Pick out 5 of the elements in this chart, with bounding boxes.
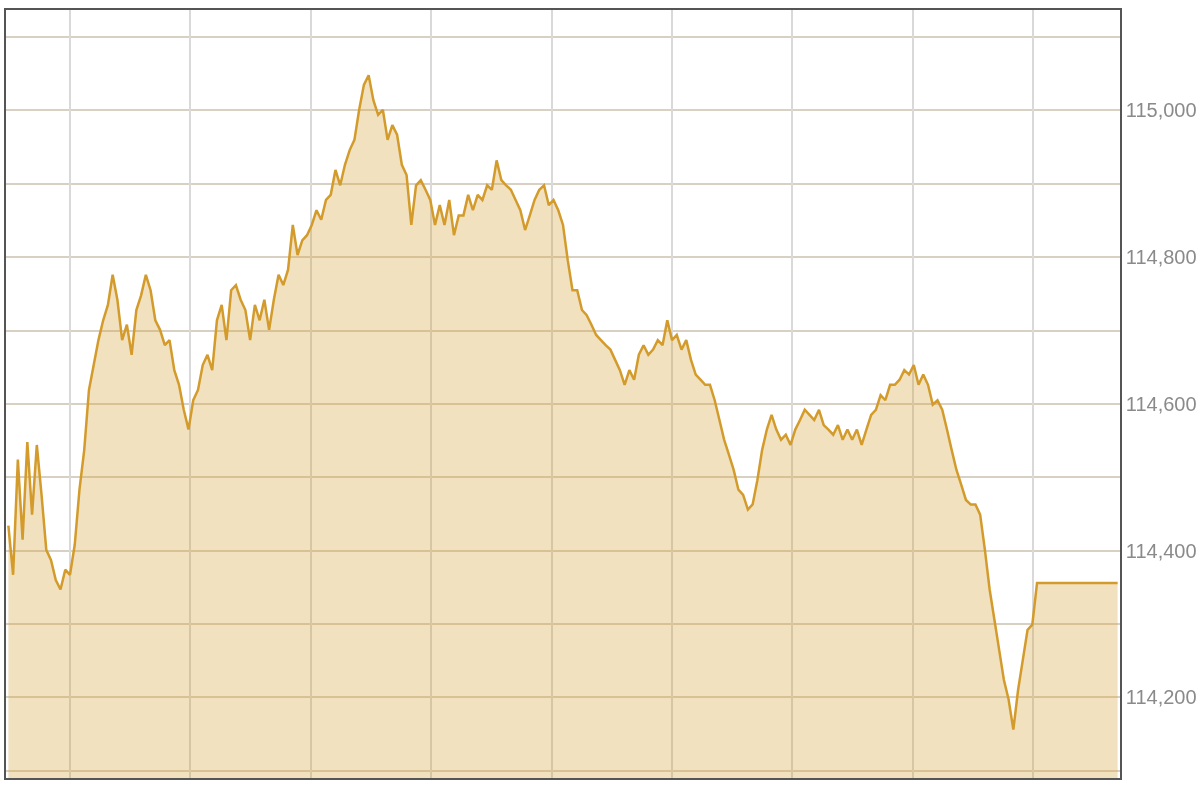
y-tick-label: 114,400 bbox=[1125, 539, 1197, 562]
y-tick-label: 114,600 bbox=[1125, 392, 1197, 415]
y-tick-label: 114,200 bbox=[1125, 686, 1197, 709]
y-tick-label: 115,000 bbox=[1125, 99, 1197, 122]
y-tick-label: 114,800 bbox=[1125, 246, 1197, 269]
